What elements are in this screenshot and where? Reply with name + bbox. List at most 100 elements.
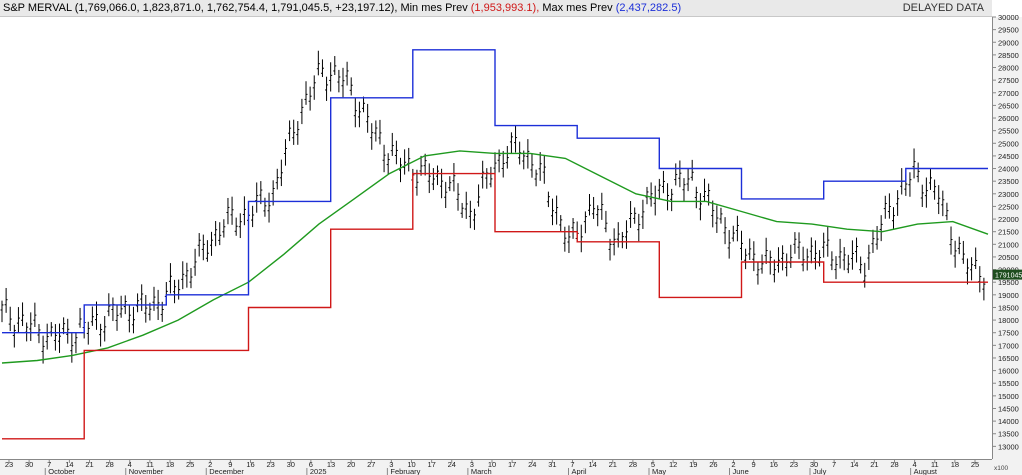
y-scale-note: x100 — [994, 465, 1008, 472]
x-tick-label: 30 — [25, 460, 33, 469]
y-tick-label: 23000 — [998, 190, 1019, 199]
x-tick-label: 17 — [508, 460, 516, 469]
y-tick-label: 15500 — [998, 379, 1019, 388]
x-axis-bg — [0, 459, 992, 475]
x-tick-label: 10 — [407, 460, 415, 469]
y-tick-label: 13500 — [998, 430, 1019, 439]
x-tick-label: 3 — [389, 460, 393, 469]
x-tick-label: 11 — [146, 460, 154, 469]
y-tick-label: 17500 — [998, 329, 1019, 338]
y-tick-label: 21500 — [998, 228, 1019, 237]
x-tick-label: 30 — [810, 460, 818, 469]
x-tick-label: 2 — [208, 460, 212, 469]
x-tick-label: 21 — [870, 460, 878, 469]
month-label: April — [572, 467, 587, 475]
x-tick-label: 25 — [186, 460, 194, 469]
header-text: S&P MERVAL (1,769,066.0, 1,823,871.0, 1,… — [3, 0, 681, 16]
month-label: February — [390, 467, 420, 475]
month-label: 2025 — [310, 467, 327, 475]
y-tick-label: 26500 — [998, 101, 1019, 110]
y-tick-label: 13000 — [998, 442, 1019, 451]
y-tick-label: 17000 — [998, 341, 1019, 350]
x-tick-label: 10 — [488, 460, 496, 469]
x-tick-label: 28 — [629, 460, 637, 469]
month-label: June — [733, 467, 749, 475]
y-tick-label: 23500 — [998, 177, 1019, 186]
x-tick-label: 14 — [65, 460, 73, 469]
x-tick-label: 9 — [752, 460, 756, 469]
delayed-data-label: DELAYED DATA — [902, 2, 984, 14]
x-tick-label: 4 — [913, 460, 917, 469]
x-tick-label: 12 — [669, 460, 677, 469]
x-tick-label: 3 — [470, 460, 474, 469]
moving-average-line — [1, 150, 989, 364]
x-tick-label: 14 — [588, 460, 596, 469]
chart-header: S&P MERVAL (1,769,066.0, 1,823,871.0, 1,… — [0, 0, 992, 17]
x-tick-label: 16 — [246, 460, 254, 469]
y-tick-label: 24500 — [998, 152, 1019, 161]
last-price-badge: 1791045 — [993, 269, 1022, 280]
y-tick-label: 25500 — [998, 127, 1019, 136]
x-tick-label: 20 — [347, 460, 355, 469]
ohlc-values: (1,769,066.0, 1,823,871.0, 1,762,754.4, … — [74, 2, 398, 14]
y-tick-label: 19000 — [998, 291, 1019, 300]
x-tick-label: 6 — [309, 460, 313, 469]
min-label: Min mes Prev — [400, 2, 468, 14]
x-tick-label: 18 — [951, 460, 959, 469]
min-value: (1,953,993.1), — [470, 2, 540, 14]
x-tick-label: 21 — [609, 460, 617, 469]
x-tick-label: 28 — [890, 460, 898, 469]
x-tick-label: 23 — [790, 460, 798, 469]
y-tick-label: 22000 — [998, 215, 1019, 224]
instrument-name: S&P MERVAL — [3, 2, 72, 14]
y-tick-label: 16000 — [998, 367, 1019, 376]
last-price-value: 1791045 — [995, 273, 1022, 280]
y-tick-label: 26000 — [998, 114, 1019, 123]
y-tick-label: 30000 — [998, 13, 1019, 22]
y-tick-label: 27500 — [998, 76, 1019, 85]
x-tick-label: 31 — [548, 460, 556, 469]
y-tick-label: 29500 — [998, 26, 1019, 35]
x-tick-label: 9 — [228, 460, 232, 469]
y-tick-label: 24000 — [998, 165, 1019, 174]
x-tick-label: 4 — [128, 460, 132, 469]
price-series — [0, 50, 986, 364]
x-tick-label: 26 — [709, 460, 717, 469]
x-tick-label: 18 — [166, 460, 174, 469]
min-prev-month-line — [2, 172, 988, 440]
x-tick-label: 21 — [85, 460, 93, 469]
y-tick-label: 25000 — [998, 139, 1019, 148]
x-tick-label: 11 — [931, 460, 939, 469]
x-tick-label: 16 — [770, 460, 778, 469]
x-tick-label: 13 — [327, 460, 335, 469]
y-axis: 13000 13500 14000 14500 15000 15500 16000 16500… — [992, 13, 1022, 475]
y-tick-label: 22500 — [998, 202, 1019, 211]
x-tick-label: 17 — [427, 460, 435, 469]
x-tick-label: 19 — [689, 460, 697, 469]
x-tick-label: 5 — [651, 460, 655, 469]
x-tick-label: 7 — [570, 460, 574, 469]
x-tick-label: 28 — [105, 460, 113, 469]
x-axis: 23 30 7 14 21 28 4 11 18 25 2 9 16 23 30 6 13 20 27 3 10 17 24… — [0, 459, 992, 475]
x-tick-label: 25 — [971, 460, 979, 469]
y-tick-label: 18000 — [998, 316, 1019, 325]
y-tick-label: 21000 — [998, 240, 1019, 249]
y-tick-label: 15000 — [998, 392, 1019, 401]
y-tick-label: 14000 — [998, 417, 1019, 426]
max-value: (2,437,282.5) — [615, 2, 682, 14]
x-tick-label: 24 — [528, 460, 536, 469]
x-tick-label: 27 — [367, 460, 375, 469]
month-label: November — [129, 467, 164, 475]
month-label: December — [209, 467, 244, 475]
y-axis-bg — [992, 17, 1022, 475]
y-tick-label: 19500 — [998, 278, 1019, 287]
x-tick-label: 24 — [448, 460, 456, 469]
max-label: Max mes Prev — [542, 2, 613, 14]
y-tick-label: 14500 — [998, 404, 1019, 413]
max-prev-month-line — [2, 49, 988, 334]
y-tick-label: 27000 — [998, 89, 1019, 98]
y-tick-label: 18500 — [998, 303, 1019, 312]
x-tick-label: 7 — [832, 460, 836, 469]
plot-area — [0, 17, 992, 459]
